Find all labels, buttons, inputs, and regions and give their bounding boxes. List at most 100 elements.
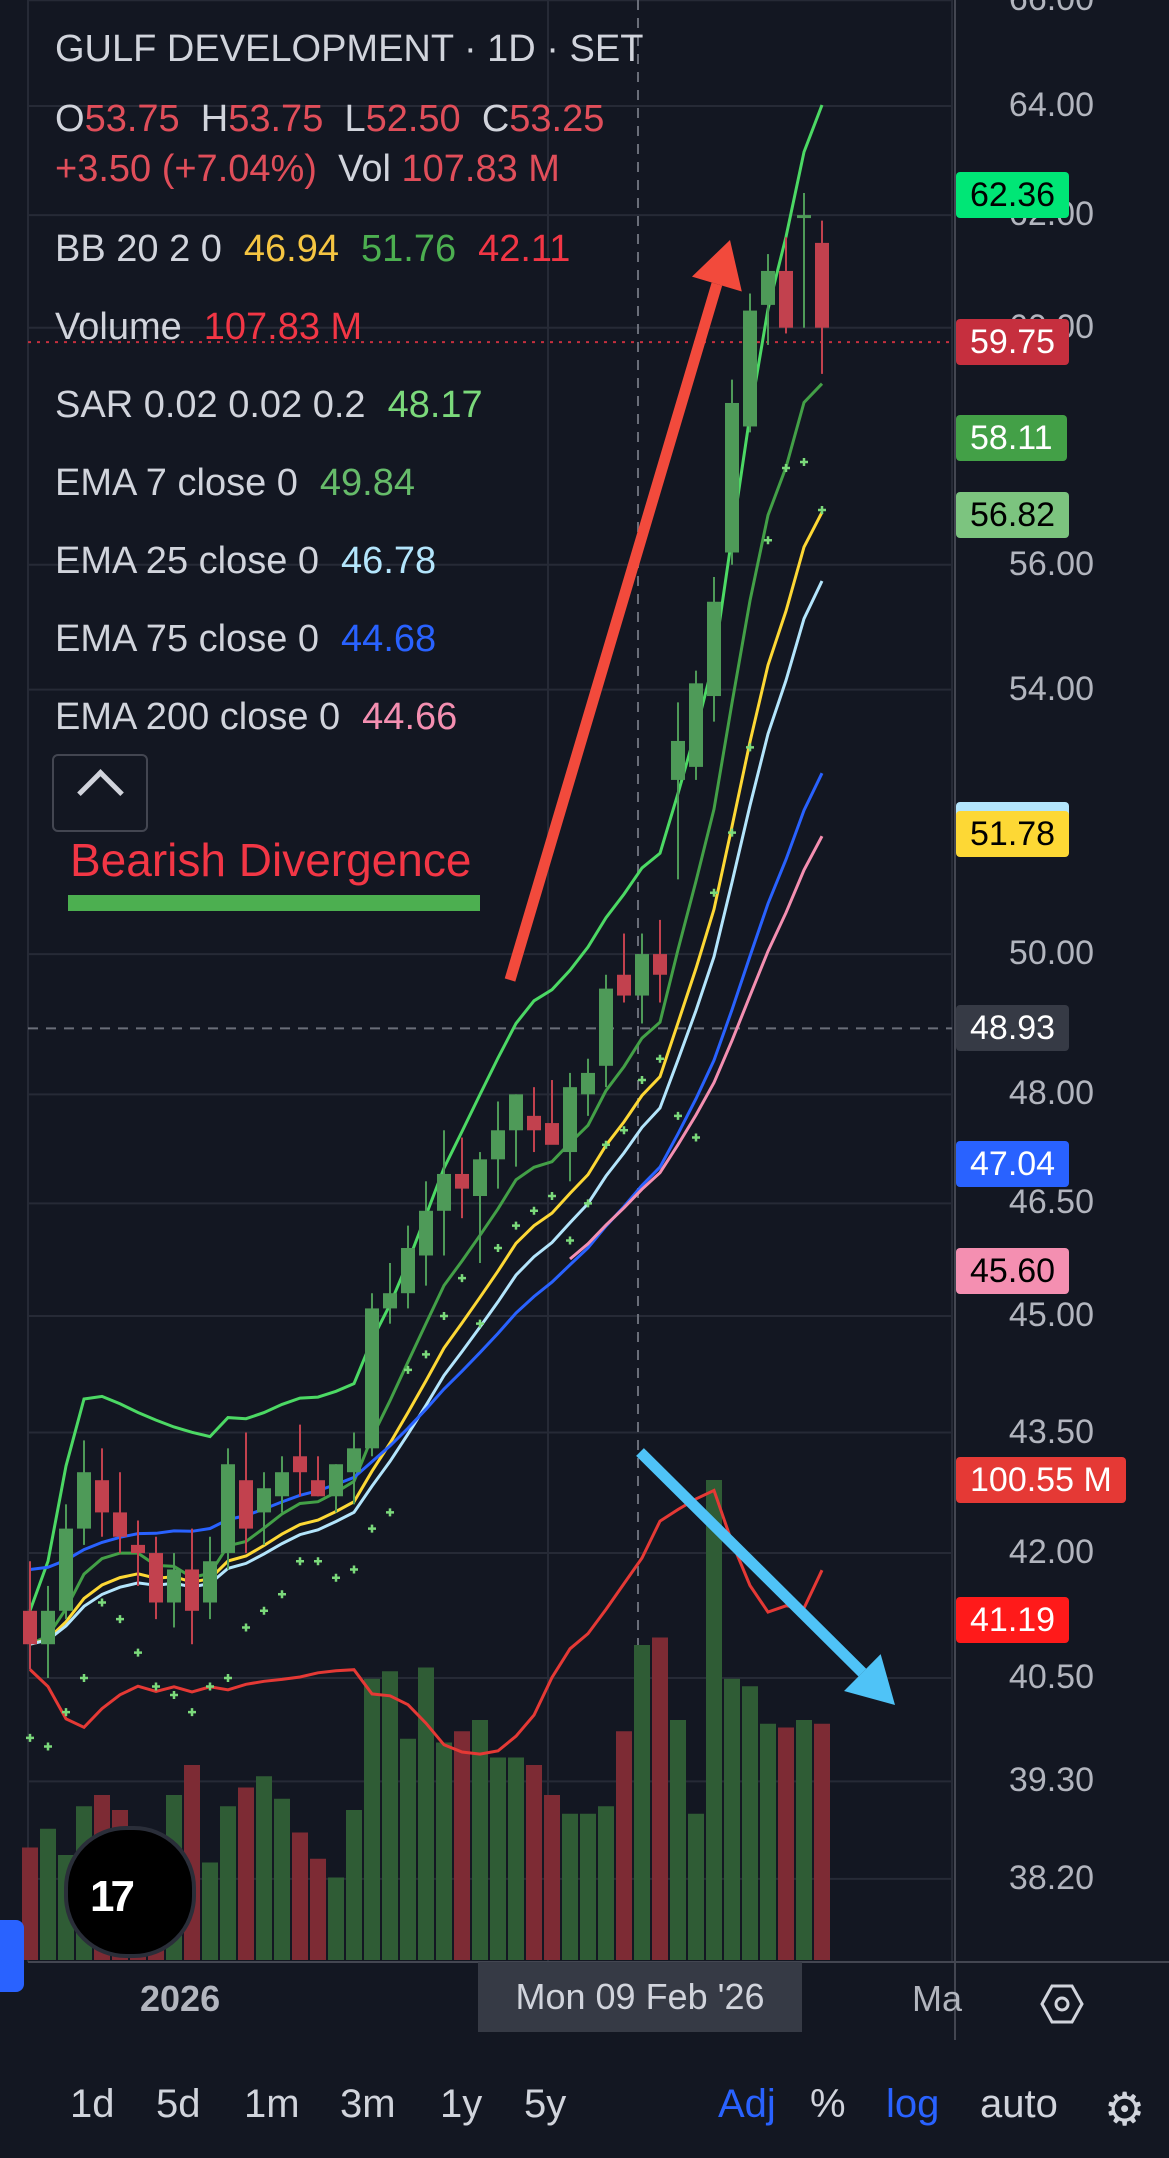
- volume-bar: [742, 1686, 758, 1960]
- volume-bar: [292, 1832, 308, 1960]
- candle-body: [581, 1072, 595, 1095]
- sar-dot: [512, 1221, 520, 1230]
- sar-dot: [44, 1742, 52, 1751]
- candle-body: [401, 1248, 415, 1294]
- vol-value: 107.83 M: [401, 148, 560, 190]
- drawing-layer: [504, 240, 895, 1705]
- price-badge: 45.60: [956, 1247, 1070, 1294]
- indicator-label: EMA 200 close 0: [55, 696, 341, 738]
- candle-body: [707, 601, 721, 697]
- tradingview-logo-icon[interactable]: 17: [64, 1826, 196, 1958]
- sar-dot: [782, 463, 790, 472]
- price-tick-label: 40.50: [1008, 1658, 1094, 1696]
- volume-bar: [436, 1742, 452, 1960]
- annotation-text[interactable]: Bearish Divergence: [70, 834, 472, 886]
- sar-dot: [332, 1573, 340, 1582]
- price-tick-label: 50.00: [1008, 934, 1094, 973]
- indicator-lines: [28, 104, 824, 1756]
- indicator-row[interactable]: BB 20 2 0 46.94 51.76 42.11: [55, 228, 570, 271]
- price-tick-label: 46.50: [1008, 1183, 1094, 1222]
- sar-dot: [728, 828, 736, 837]
- symbol-title[interactable]: GULF DEVELOPMENT · 1D · SET: [55, 28, 644, 70]
- sar-dot: [530, 1206, 538, 1215]
- candle-body: [365, 1308, 379, 1449]
- scale-option-button[interactable]: %: [810, 2082, 846, 2126]
- indicator-label: EMA 25 close 0: [55, 540, 320, 582]
- scale-option-button[interactable]: log: [886, 2082, 940, 2126]
- ema75-line: [29, 772, 824, 1571]
- price-badge: 56.82: [956, 491, 1070, 538]
- candle-body: [509, 1094, 523, 1131]
- side-panel-toggle[interactable]: [0, 1920, 24, 1992]
- sar-dot: [566, 1236, 574, 1245]
- bb-basis-line: [29, 511, 824, 1646]
- timeframe-button[interactable]: 5d: [156, 2082, 201, 2126]
- indicator-row[interactable]: EMA 75 close 0 44.68: [55, 618, 436, 661]
- indicator-value: 46.94: [243, 228, 339, 270]
- timeframe-button[interactable]: 1m: [244, 2082, 300, 2126]
- hexagon-icon[interactable]: [1038, 1980, 1086, 2028]
- candle-body: [545, 1123, 559, 1145]
- indicator-row[interactable]: EMA 200 close 0 44.66: [55, 696, 457, 739]
- indicator-row[interactable]: EMA 25 close 0 46.78: [55, 540, 436, 583]
- volume-bar: [760, 1723, 776, 1960]
- indicator-value: 49.84: [319, 462, 415, 504]
- candle-body: [455, 1173, 469, 1189]
- volume-bar: [508, 1757, 524, 1960]
- candle-body: [239, 1480, 253, 1529]
- scale-option-button[interactable]: Adj: [718, 2082, 776, 2126]
- candle-body: [347, 1448, 361, 1473]
- gear-icon[interactable]: ⚙: [1104, 2083, 1146, 2135]
- close-label: C: [481, 98, 510, 140]
- price-tick-label: 54.00: [1008, 669, 1094, 708]
- sar-dot: [134, 1648, 142, 1657]
- indicator-row[interactable]: SAR 0.02 0.02 0.2 48.17: [55, 384, 483, 427]
- annotation-underline[interactable]: [68, 895, 480, 911]
- timeframe-button[interactable]: 1y: [440, 2082, 483, 2126]
- candle-body: [203, 1561, 217, 1603]
- indicator-value: 42.11: [478, 228, 571, 270]
- volume-bar: [544, 1795, 560, 1960]
- high-label: H: [200, 98, 229, 140]
- sar-dot: [152, 1682, 160, 1691]
- candlestick-series: [23, 192, 829, 1678]
- sar-dot: [494, 1244, 502, 1253]
- sar-dots: [26, 458, 826, 1751]
- volume-bar: [652, 1637, 668, 1960]
- scale-option-button[interactable]: auto: [980, 2082, 1058, 2126]
- crosshair-date-label: Mon 09 Feb '26: [478, 1962, 802, 2032]
- volume-bar: [418, 1667, 434, 1960]
- indicator-row[interactable]: Volume 107.83 M: [55, 306, 362, 349]
- candle-body: [473, 1159, 487, 1197]
- sar-dot: [440, 1312, 448, 1321]
- price-badge: 47.04: [956, 1140, 1070, 1187]
- collapse-legend-button[interactable]: [52, 754, 148, 832]
- candle-body: [815, 242, 829, 328]
- volume-bar: [796, 1720, 812, 1960]
- candle-body: [779, 270, 793, 328]
- sar-dot: [98, 1598, 106, 1607]
- candle-body: [635, 954, 649, 996]
- candle-body: [527, 1115, 541, 1131]
- sar-dot: [404, 1365, 412, 1374]
- volume-bar: [310, 1858, 326, 1960]
- indicator-row[interactable]: EMA 7 close 0 49.84: [55, 462, 415, 505]
- sar-dot: [764, 536, 772, 545]
- volume-bar: [202, 1862, 218, 1960]
- indicator-label: Volume: [55, 306, 182, 348]
- timeframe-button[interactable]: 1d: [70, 2082, 115, 2126]
- price-badge: 100.55 M: [956, 1457, 1126, 1504]
- candle-body: [617, 974, 631, 996]
- low-value: 52.50: [365, 98, 461, 140]
- candle-body: [131, 1544, 145, 1554]
- timeframe-button[interactable]: 3m: [340, 2082, 396, 2126]
- candle-body: [293, 1456, 307, 1473]
- volume-bar: [220, 1806, 236, 1960]
- timeframe-button[interactable]: 5y: [524, 2082, 567, 2126]
- sar-dot: [242, 1623, 250, 1632]
- volume-bar: [382, 1671, 398, 1960]
- price-tick-label: 42.00: [1008, 1533, 1094, 1572]
- volume-bar: [778, 1727, 794, 1960]
- indicator-value: 44.66: [362, 696, 458, 738]
- price-badge: 48.93: [956, 1005, 1070, 1052]
